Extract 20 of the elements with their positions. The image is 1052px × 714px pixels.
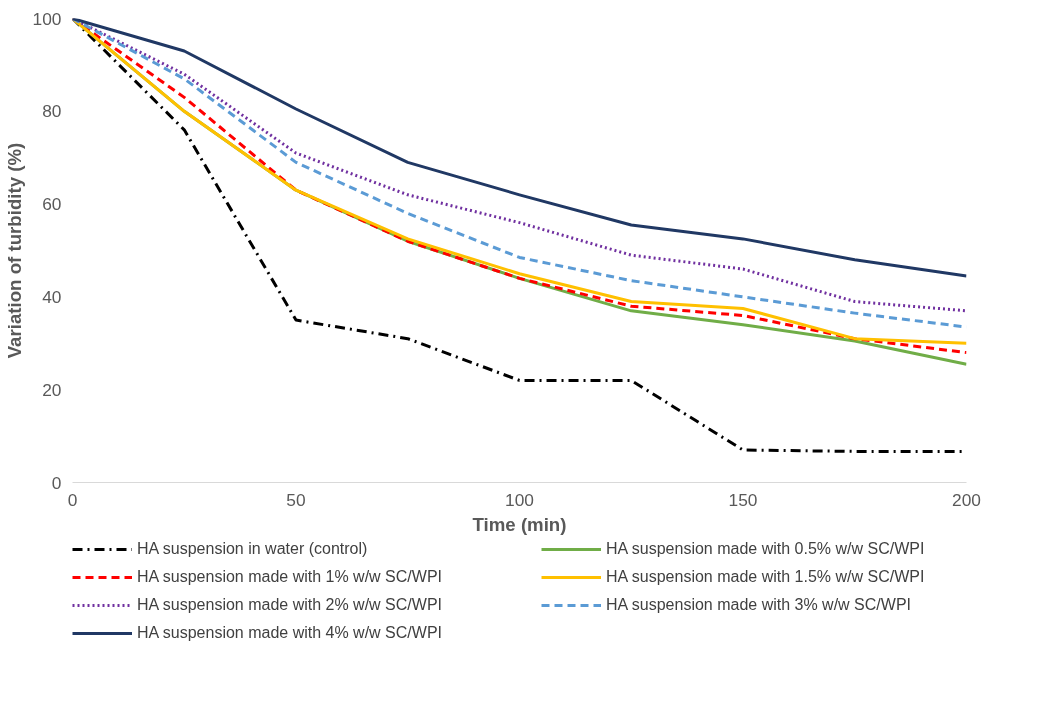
y-tick-label: 60 <box>42 194 62 215</box>
y-tick-label: 20 <box>42 379 62 400</box>
y-tick-label: 0 <box>51 472 62 493</box>
y-axis-title: Variation of turbidity (%) <box>3 142 25 359</box>
legend-label: HA suspension made with 1% w/w SC/WPI <box>137 567 443 587</box>
y-tick-label: 40 <box>42 286 62 307</box>
legend-label: HA suspension made with 1.5% w/w SC/WPI <box>606 567 926 587</box>
x-tick-label: 150 <box>728 489 758 510</box>
legend-label: HA suspension in water (control) <box>137 539 369 559</box>
legend-label: HA suspension made with 2% w/w SC/WPI <box>137 595 443 615</box>
y-tick-label: 80 <box>42 101 62 122</box>
legend-label: HA suspension made with 4% w/w SC/WPI <box>137 623 443 643</box>
y-tick-label: 100 <box>32 8 62 29</box>
legend-label: HA suspension made with 3% w/w SC/WPI <box>606 595 912 615</box>
x-tick-label: 50 <box>286 489 306 510</box>
x-tick-label: 0 <box>67 489 78 510</box>
x-axis-title: Time (min) <box>472 513 567 535</box>
x-tick-label: 200 <box>952 489 981 510</box>
x-tick-label: 100 <box>505 489 534 510</box>
legend-label: HA suspension made with 0.5% w/w SC/WPI <box>606 539 926 559</box>
